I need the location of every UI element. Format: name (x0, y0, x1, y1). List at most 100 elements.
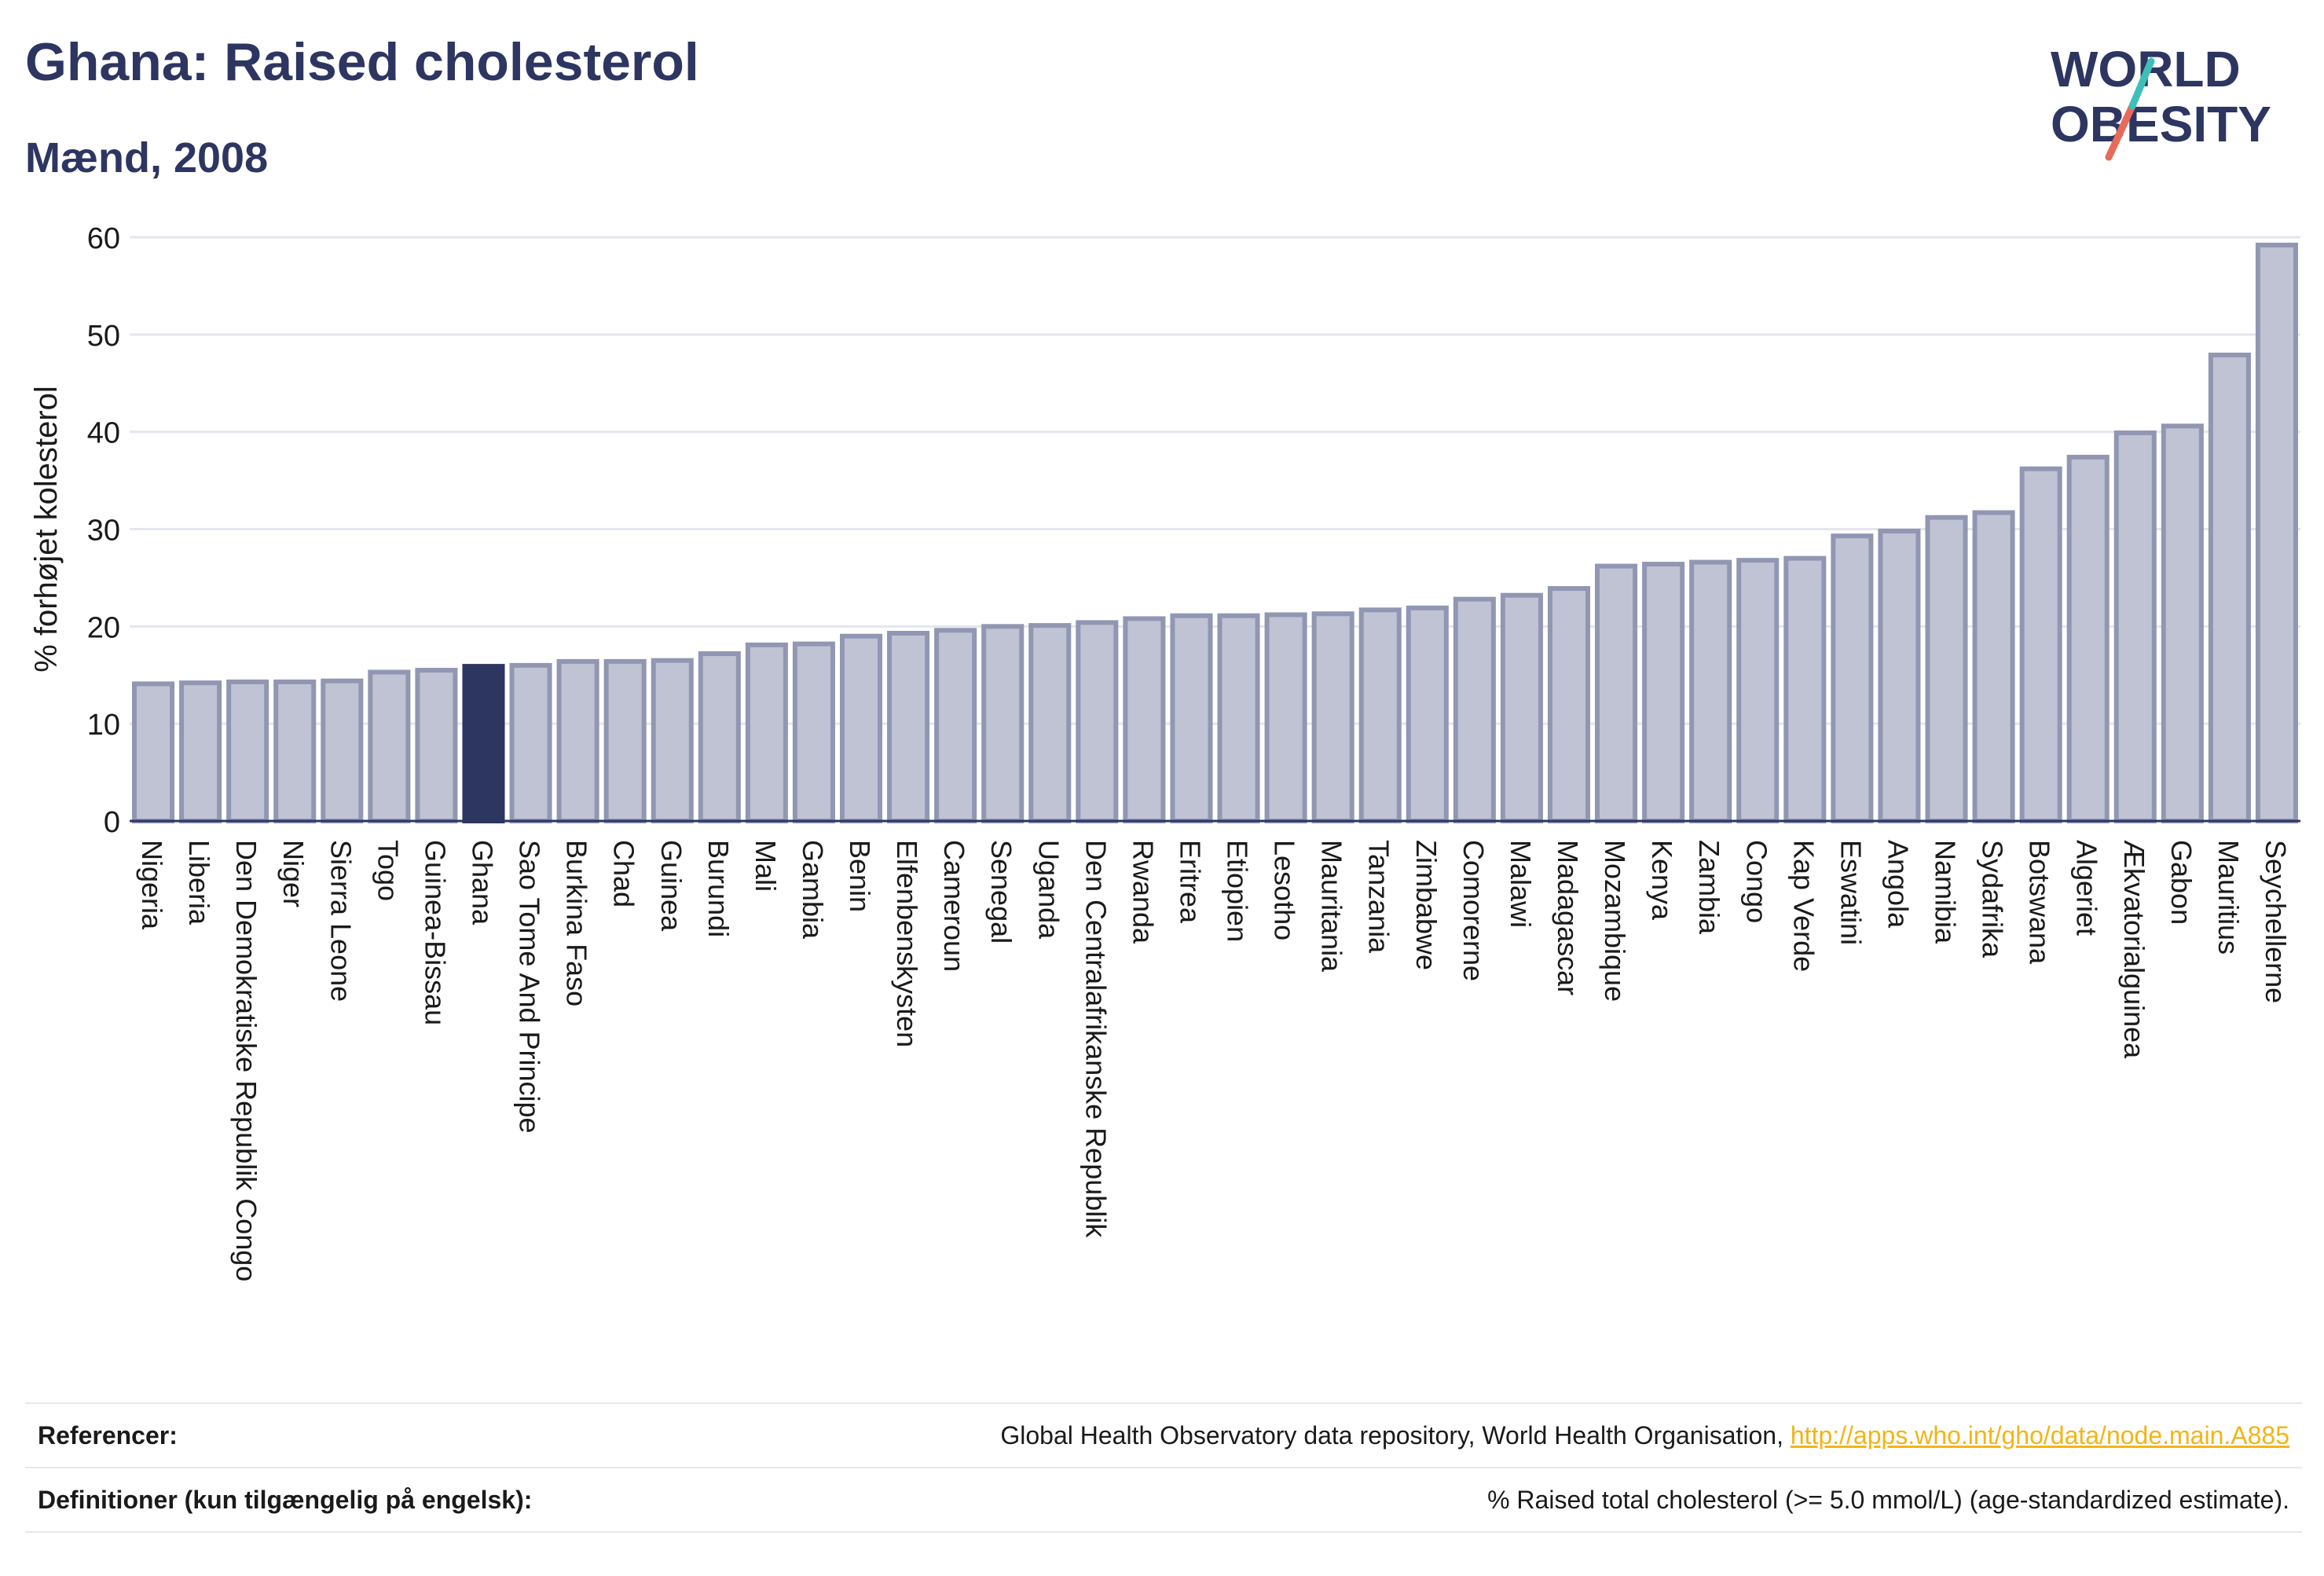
x-tick-label: Burkina Faso (561, 840, 593, 1006)
bar-angola[interactable] (1878, 528, 1921, 824)
x-tick-label: Eswatini (1835, 840, 1867, 945)
bar-lesotho[interactable] (1264, 612, 1307, 823)
bar-zambia[interactable] (1689, 559, 1732, 823)
x-tick-label: Namibia (1930, 840, 1962, 944)
bar-mali[interactable] (745, 642, 788, 824)
bar-congo[interactable] (1736, 558, 1780, 823)
bar-eswatini[interactable] (1831, 533, 1874, 823)
world-obesity-logo[interactable]: WORLD OBESITY (2043, 31, 2302, 165)
bar-liberia[interactable] (179, 680, 222, 824)
bar-namibia[interactable] (1925, 515, 1968, 823)
x-tick-label: Congo (1740, 840, 1772, 923)
bar-algeriet[interactable] (2066, 454, 2110, 823)
x-tick-label: Togo (372, 840, 404, 901)
bar-malawi[interactable] (1500, 592, 1543, 823)
chart-subtitle: Mænd, 2008 (25, 134, 269, 181)
bar-nigeria[interactable] (132, 681, 175, 824)
bar-den-demokratiske-republik-congo[interactable] (226, 679, 269, 823)
x-tick-label: Sierra Leone (324, 840, 357, 1002)
bar-gabon[interactable] (2161, 423, 2204, 824)
x-tick-label: Malawi (1505, 840, 1537, 928)
references-link[interactable]: http://apps.who.int/gho/data/node.main.A… (1790, 1420, 2289, 1450)
bar-guinea[interactable] (651, 658, 694, 823)
x-tick-label: Sydafrika (1977, 840, 2009, 958)
references-row: Referencer: Global Health Observatory da… (25, 1402, 2302, 1467)
y-tick-label: 50 (87, 320, 120, 353)
logo-slash-coral (2105, 102, 2136, 161)
bar-cameroun[interactable] (934, 628, 977, 824)
y-tick-label: 10 (87, 709, 120, 742)
x-tick-label: Senegal (985, 840, 1017, 944)
bar-sierra-leone[interactable] (321, 678, 364, 823)
x-tick-label: Kenya (1646, 840, 1678, 921)
bar-chad[interactable] (603, 658, 647, 823)
bar-tanzania[interactable] (1358, 607, 1402, 823)
y-tick-label: 40 (87, 417, 120, 450)
bar-ækvatorialguinea[interactable] (2113, 430, 2157, 824)
bar-madagascar[interactable] (1547, 586, 1591, 823)
definitions-value: % Raised total cholesterol (>= 5.0 mmol/… (1487, 1485, 2289, 1514)
bar-elfenbenskysten[interactable] (887, 631, 930, 823)
bar-kenya[interactable] (1642, 562, 1685, 824)
x-tick-label: Mali (750, 840, 782, 892)
y-axis-label: % forhøjet kolesterol (29, 386, 64, 673)
x-tick-label: Ghana (466, 840, 498, 925)
y-tick-label: 60 (87, 222, 120, 255)
x-tick-label: Algeriet (2071, 840, 2103, 936)
x-tick-label: Kap Verde (1787, 840, 1820, 972)
bar-uganda[interactable] (1028, 623, 1072, 823)
references-text: Global Health Observatory data repositor… (1000, 1420, 1791, 1450)
bar-burkina-faso[interactable] (556, 658, 599, 823)
bar-ghana[interactable] (462, 664, 505, 823)
y-tick-label: 0 (104, 806, 120, 839)
x-tick-label: Comorerne (1457, 840, 1490, 981)
bar-burundi[interactable] (698, 651, 741, 823)
x-tick-label: Eritrea (1174, 840, 1206, 924)
x-tick-label: Botswana (2024, 840, 2056, 965)
x-tick-label: Benin (844, 840, 876, 912)
bar-zimbabwe[interactable] (1406, 605, 1449, 823)
bar-botswana[interactable] (2019, 466, 2062, 823)
x-tick-label: Niger (277, 840, 310, 907)
bar-kap-verde[interactable] (1783, 555, 1827, 824)
bar-den-centralafrikanske-republik[interactable] (1076, 620, 1119, 823)
x-tick-label: Sao Tome And Principe (514, 840, 546, 1134)
bar-mozambique[interactable] (1595, 563, 1638, 823)
references-value: Global Health Observatory data repositor… (1000, 1421, 2302, 1450)
bar-eritrea[interactable] (1170, 613, 1213, 823)
x-tick-label: Den Demokratiske Republik Congo (230, 840, 262, 1281)
x-tick-label: Zambia (1693, 840, 1725, 935)
bar-sydafrika[interactable] (1972, 510, 2015, 823)
bar-etiopien[interactable] (1217, 613, 1260, 823)
y-tick-label: 20 (87, 611, 120, 644)
x-tick-label: Uganda (1032, 840, 1065, 940)
logo-slash-teal (2128, 57, 2155, 110)
bar-guinea-bissau[interactable] (415, 668, 458, 824)
bar-seychellerne[interactable] (2255, 242, 2298, 823)
x-tick-label: Tanzania (1363, 840, 1395, 954)
bar-mauritania[interactable] (1311, 611, 1354, 823)
bar-rwanda[interactable] (1123, 616, 1166, 824)
bar-mauritius[interactable] (2208, 352, 2251, 824)
x-tick-label: Chad (608, 840, 640, 907)
x-tick-label: Madagascar (1552, 840, 1584, 995)
x-tick-label: Den Centralafrikanske Republik (1080, 840, 1112, 1238)
x-tick-label: Nigeria (136, 840, 168, 930)
logo-line2: OBESITY (2051, 96, 2271, 152)
x-tick-label: Burundi (702, 840, 735, 937)
x-tick-label: Angola (1882, 840, 1914, 929)
bar-sao-tome-and-principe[interactable] (509, 662, 552, 823)
bar-niger[interactable] (273, 679, 317, 823)
y-tick-label: 30 (87, 515, 120, 548)
bar-togo[interactable] (368, 669, 411, 823)
bar-comorerne[interactable] (1453, 596, 1496, 823)
x-tick-label: Cameroun (938, 840, 970, 972)
bar-benin[interactable] (839, 633, 883, 824)
definitions-row: Definitioner (kun tilgængelig på engelsk… (25, 1467, 2302, 1533)
x-tick-label: Guinea-Bissau (419, 840, 451, 1025)
definitions-label: Definitioner (kun tilgængelig på engelsk… (38, 1485, 533, 1514)
bar-senegal[interactable] (981, 624, 1025, 823)
chart-title: Ghana: Raised cholesterol (25, 32, 699, 92)
bar-gambia[interactable] (792, 641, 835, 824)
x-axis-labels: Nigeria Liberia Den Demokratiske Republik … (136, 840, 2292, 1281)
